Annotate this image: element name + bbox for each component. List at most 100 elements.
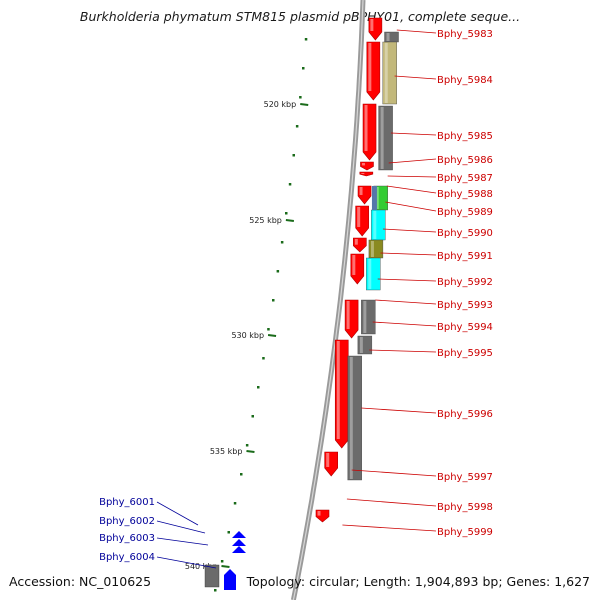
gene-label: Bphy_5983 xyxy=(437,29,493,40)
cog-category-block xyxy=(378,105,393,171)
cog-category-block xyxy=(382,41,397,105)
cog-block-shine xyxy=(384,43,388,103)
forward-gene-shine xyxy=(336,341,340,439)
gene-label-leader xyxy=(377,278,437,282)
forward-gene-shine xyxy=(368,43,372,91)
forward-gene-shine xyxy=(370,19,374,31)
gene-label: Bphy_5988 xyxy=(437,189,493,200)
gene-label: Bphy_5985 xyxy=(437,131,493,142)
cog-category-block xyxy=(357,335,373,355)
cog-category-block xyxy=(361,299,376,335)
forward-gene-shine xyxy=(359,187,363,195)
gene-label-leader xyxy=(342,524,437,532)
cog-block-shine xyxy=(359,337,363,353)
gene-label: Bphy_5993 xyxy=(437,300,493,311)
scale-tick xyxy=(257,386,260,389)
gene-label: Bphy_6003 xyxy=(99,533,155,544)
cog-block-shine xyxy=(370,241,374,257)
scale-tick xyxy=(285,212,288,215)
gene-label: Bphy_5990 xyxy=(437,228,493,239)
gene-label: Bphy_5984 xyxy=(437,75,493,86)
gene-label-leader xyxy=(396,29,437,34)
reverse-gene-arrow xyxy=(232,539,246,546)
forward-gene-shine xyxy=(352,255,356,275)
gene-label-leader xyxy=(386,185,437,194)
forward-gene-shine xyxy=(326,453,330,467)
scale-label: 525 kbp xyxy=(249,216,282,225)
gene-label-leader xyxy=(346,498,437,507)
gene-label-leader xyxy=(361,407,437,414)
gene-label: Bphy_5999 xyxy=(437,527,493,538)
gene-label-leader xyxy=(382,228,437,233)
scale-major-tick xyxy=(246,450,255,453)
reverse-gene-arrow xyxy=(232,546,246,553)
scale-tick xyxy=(267,328,270,331)
scale-label: 535 kbp xyxy=(210,447,243,456)
scale-tick xyxy=(214,589,217,592)
scale-tick xyxy=(299,96,302,99)
scale-major-tick xyxy=(267,334,277,337)
cog-category-block xyxy=(204,564,220,588)
gene-label: Bphy_5998 xyxy=(437,502,493,513)
forward-gene-shine xyxy=(346,301,350,329)
scale-major-tick xyxy=(300,103,309,106)
scale-tick xyxy=(280,241,284,244)
gene-label-leader xyxy=(156,520,206,534)
scale-label: 530 kbp xyxy=(231,331,264,340)
backbone-arc-highlight xyxy=(292,0,364,600)
gene-label-leader xyxy=(369,349,437,353)
scale-label: 540 kbp xyxy=(185,562,218,571)
map-title: Burkholderia phymatum STM815 plasmid pBP… xyxy=(79,9,521,24)
cog-category-block xyxy=(371,186,377,210)
cog-block-shine xyxy=(373,211,377,239)
gene-label-leader xyxy=(385,201,437,212)
gene-label: Bphy_5995 xyxy=(437,348,493,359)
scale-tick xyxy=(251,415,254,418)
gene-label: Bphy_6004 xyxy=(99,552,155,563)
cog-block-shine xyxy=(363,301,367,333)
reverse-gene-arrow xyxy=(232,531,246,538)
cog-category-block xyxy=(347,355,362,481)
gene-label-leader xyxy=(380,252,437,256)
gene-label: Bphy_5987 xyxy=(437,173,493,184)
gene-label-leader xyxy=(372,321,437,327)
accession-text: Accession: NC_010625 xyxy=(9,574,152,589)
gene-label-leader xyxy=(351,469,437,477)
scale-tick xyxy=(233,502,237,505)
gene-label: Bphy_5996 xyxy=(437,409,493,420)
scale-tick xyxy=(262,357,265,360)
forward-gene-shine xyxy=(317,511,321,516)
gene-label-leader xyxy=(394,75,437,80)
scale-major-tick xyxy=(221,565,230,568)
forward-gene-shine xyxy=(361,163,365,166)
topology-text: Topology: circular; Length: 1,904,893 bp… xyxy=(246,574,590,589)
gene-label: Bphy_5989 xyxy=(437,207,493,218)
cog-block-shine xyxy=(349,357,353,479)
scale-tick xyxy=(245,444,249,447)
scale-tick xyxy=(304,38,308,41)
gene-label: Bphy_5997 xyxy=(437,472,493,483)
gene-label-leader xyxy=(156,501,199,526)
scale-tick xyxy=(295,125,299,128)
forward-gene-shine xyxy=(357,207,361,227)
scale-tick xyxy=(292,154,295,157)
scale-tick xyxy=(227,531,230,534)
scale-tick xyxy=(240,473,243,476)
cog-block-shine xyxy=(368,259,372,289)
reverse-gene-arrow xyxy=(224,569,236,590)
scale-tick xyxy=(288,183,292,186)
scale-tick xyxy=(220,560,224,563)
gene-label: Bphy_6001 xyxy=(99,497,155,508)
gene-label-leader xyxy=(387,175,437,178)
cog-block-shine xyxy=(380,107,384,169)
cog-block-shine xyxy=(386,33,390,41)
gene-label-leader xyxy=(375,299,437,305)
gene-label-leader xyxy=(156,537,209,546)
gene-label-leader xyxy=(156,556,217,569)
gene-label-leader xyxy=(390,132,437,136)
scale-tick xyxy=(276,270,280,273)
cog-block-shine xyxy=(375,187,379,209)
forward-gene-shine xyxy=(364,105,368,151)
